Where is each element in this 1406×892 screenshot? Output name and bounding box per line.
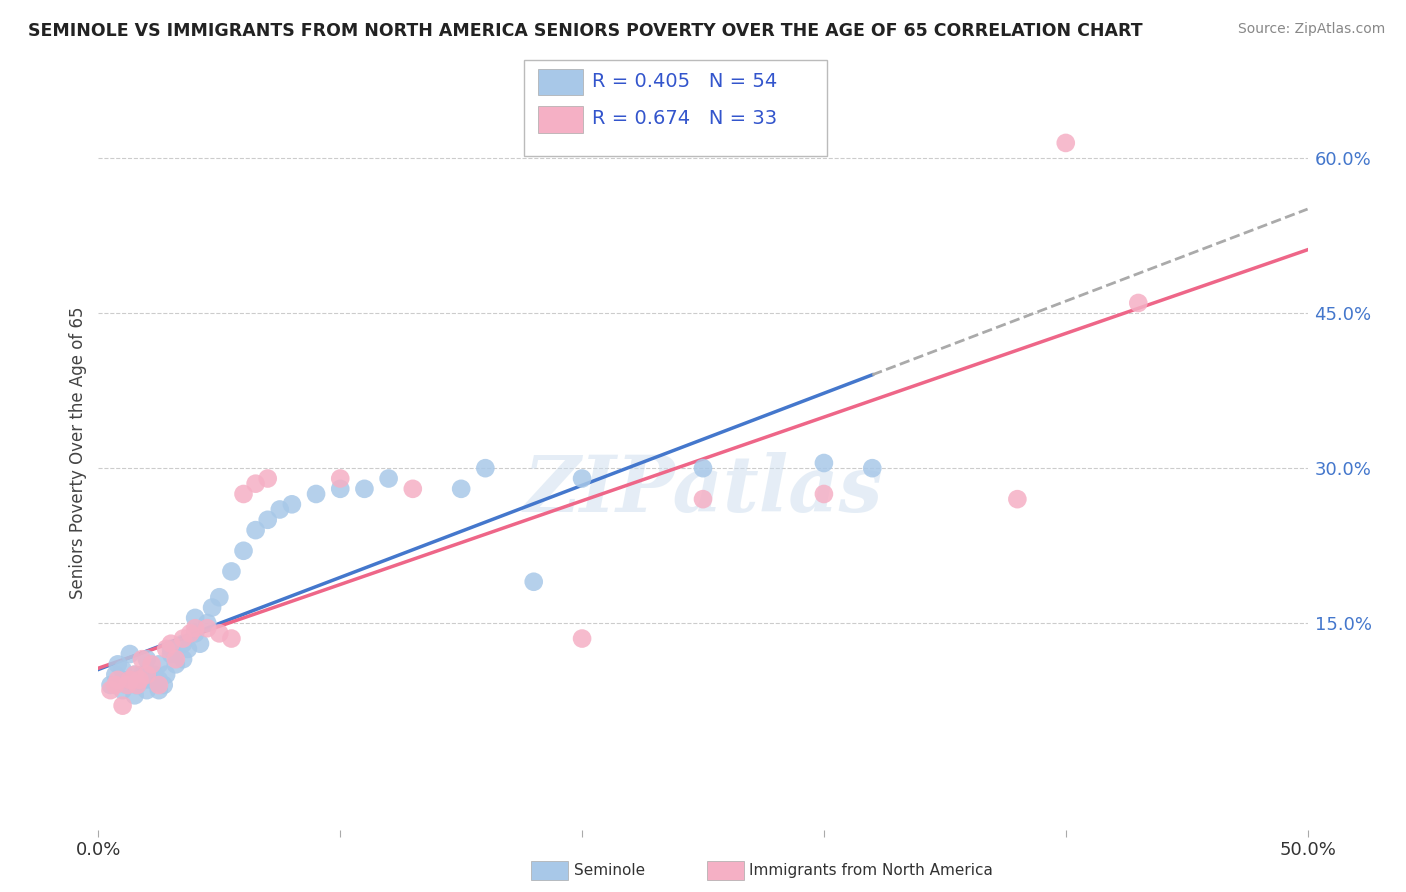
- Point: [281, 497, 304, 511]
- Point: [128, 673, 150, 687]
- Point: [100, 683, 122, 698]
- Point: [141, 673, 163, 687]
- Point: [165, 657, 187, 672]
- Point: [155, 641, 177, 656]
- Point: [195, 621, 218, 635]
- Point: [111, 663, 134, 677]
- Point: [329, 471, 352, 485]
- Point: [377, 471, 399, 485]
- Point: [1128, 296, 1150, 310]
- Point: [305, 487, 328, 501]
- Point: [269, 502, 291, 516]
- Point: [134, 673, 156, 687]
- Point: [188, 637, 211, 651]
- Point: [256, 471, 278, 485]
- Point: [135, 667, 157, 681]
- Point: [245, 476, 267, 491]
- Point: [118, 673, 141, 687]
- Point: [135, 667, 157, 681]
- Point: [107, 657, 129, 672]
- Point: [131, 652, 153, 666]
- Point: [160, 641, 183, 656]
- Point: [201, 600, 224, 615]
- Point: [135, 683, 157, 698]
- Point: [195, 615, 218, 630]
- Text: SEMINOLE VS IMMIGRANTS FROM NORTH AMERICA SENIORS POVERTY OVER THE AGE OF 65 COR: SEMINOLE VS IMMIGRANTS FROM NORTH AMERIC…: [28, 22, 1143, 40]
- Text: R = 0.674   N = 33: R = 0.674 N = 33: [592, 109, 778, 128]
- Point: [117, 678, 139, 692]
- Point: [245, 523, 267, 537]
- Point: [124, 667, 146, 681]
- Point: [118, 673, 141, 687]
- Point: [117, 678, 139, 692]
- Point: [184, 611, 207, 625]
- Point: [152, 678, 174, 692]
- Point: [329, 482, 352, 496]
- Y-axis label: Seniors Poverty Over the Age of 65: Seniors Poverty Over the Age of 65: [69, 307, 87, 599]
- Point: [474, 461, 496, 475]
- Point: [172, 637, 194, 651]
- Point: [100, 678, 122, 692]
- Point: [131, 667, 153, 681]
- Text: ZIPatlas: ZIPatlas: [523, 452, 883, 529]
- Point: [256, 513, 278, 527]
- Point: [402, 482, 425, 496]
- Point: [208, 626, 231, 640]
- Text: Seminole: Seminole: [574, 863, 645, 878]
- Point: [155, 667, 177, 681]
- Point: [160, 647, 183, 661]
- Text: R = 0.405   N = 54: R = 0.405 N = 54: [592, 71, 778, 91]
- Point: [148, 657, 170, 672]
- Point: [523, 574, 546, 589]
- Point: [221, 565, 243, 579]
- Point: [104, 678, 127, 692]
- Point: [141, 657, 163, 672]
- Point: [107, 673, 129, 687]
- Point: [160, 637, 183, 651]
- Text: Immigrants from North America: Immigrants from North America: [749, 863, 993, 878]
- Point: [571, 471, 593, 485]
- Point: [148, 673, 170, 687]
- Point: [813, 456, 835, 470]
- Point: [143, 667, 166, 681]
- Point: [353, 482, 375, 496]
- Point: [184, 621, 207, 635]
- Point: [692, 461, 714, 475]
- Point: [450, 482, 472, 496]
- Point: [135, 652, 157, 666]
- Point: [172, 652, 194, 666]
- Point: [172, 632, 194, 646]
- Point: [860, 461, 883, 475]
- Point: [148, 683, 170, 698]
- Point: [208, 591, 231, 605]
- Point: [1054, 136, 1077, 150]
- Point: [118, 647, 141, 661]
- Point: [692, 492, 714, 507]
- Point: [1007, 492, 1029, 507]
- Point: [127, 678, 149, 692]
- Point: [111, 673, 134, 687]
- Point: [111, 698, 134, 713]
- Point: [111, 683, 134, 698]
- Point: [179, 626, 201, 640]
- Point: [571, 632, 593, 646]
- Point: [184, 626, 207, 640]
- Point: [813, 487, 835, 501]
- Point: [128, 673, 150, 687]
- Point: [148, 678, 170, 692]
- Point: [127, 678, 149, 692]
- Point: [165, 652, 187, 666]
- Point: [221, 632, 243, 646]
- Text: Source: ZipAtlas.com: Source: ZipAtlas.com: [1237, 22, 1385, 37]
- Point: [232, 487, 254, 501]
- Point: [232, 543, 254, 558]
- Point: [124, 689, 146, 703]
- Point: [104, 667, 127, 681]
- Point: [177, 641, 200, 656]
- Point: [124, 667, 146, 681]
